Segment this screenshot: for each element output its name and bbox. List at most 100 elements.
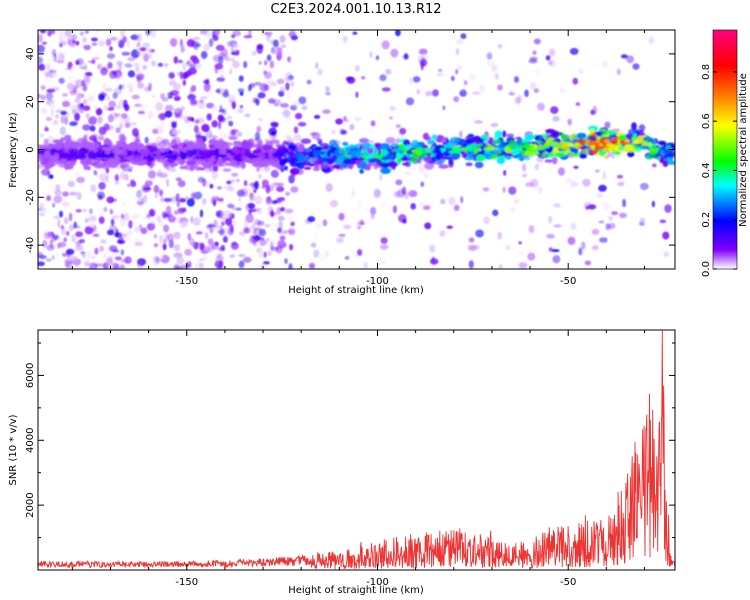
heatmap-cell: [552, 156, 558, 165]
heatmap-cell: [497, 231, 502, 240]
heatmap-cell: [67, 180, 75, 188]
heatmap-cell: [64, 30, 72, 38]
heatmap-cell: [460, 196, 464, 204]
heatmap-cell: [220, 244, 225, 251]
heatmap-cell: [524, 157, 531, 161]
heatmap-cell: [460, 33, 467, 40]
heatmap-cell: [508, 139, 516, 146]
heatmap-cell: [603, 155, 609, 159]
heatmap-cell: [317, 155, 323, 162]
heatmap-cell: [89, 208, 93, 215]
heatmap-cell: [198, 153, 208, 157]
heatmap-cell: [44, 127, 49, 132]
heatmap-cell: [469, 151, 475, 160]
heatmap-cell: [180, 264, 188, 269]
heatmap-cell: [57, 30, 65, 37]
heatmap-cell: [195, 231, 203, 235]
heatmap-cell: [109, 225, 118, 232]
heatmap-cell: [657, 140, 667, 146]
heatmap-cell: [465, 162, 473, 167]
heatmap-cell: [276, 78, 285, 85]
heatmap-cell: [126, 236, 132, 241]
heatmap-axes: -150 -100 -50 -40 -20 0 20 40: [25, 30, 675, 287]
heatmap-cell: [76, 191, 82, 200]
heatmap-cell: [663, 251, 669, 258]
heatmap-cell: [516, 251, 525, 255]
heatmap-cell: [218, 161, 223, 167]
heatmap-cell: [88, 223, 95, 228]
heatmap-cell: [293, 126, 299, 134]
heatmap-cell: [68, 38, 77, 48]
heatmap-cell: [251, 50, 258, 56]
heatmap-cell: [38, 34, 43, 43]
heatmap-cell: [570, 181, 579, 188]
heatmap-cell: [193, 45, 199, 51]
heatmap-cell: [438, 164, 450, 169]
heatmap-cell: [315, 62, 319, 69]
heatmap-cell: [282, 129, 290, 137]
heatmap-cell: [55, 184, 61, 192]
heatmap-cell: [84, 30, 89, 34]
heatmap-cell: [465, 135, 475, 142]
heatmap-cell: [172, 108, 181, 112]
heatmap-cell: [489, 154, 498, 160]
heatmap-cell: [380, 148, 388, 155]
heatmap-cell: [627, 151, 635, 158]
heatmap-cell: [164, 110, 173, 118]
heatmap-cell: [257, 139, 263, 147]
heatmap-cell: [343, 224, 352, 230]
heatmap-cell: [113, 87, 122, 96]
heatmap-cell: [354, 117, 362, 122]
heatmap-cell: [216, 210, 224, 219]
heatmap-cell: [366, 163, 371, 171]
heatmap-cell: [211, 120, 218, 128]
heatmap-cell: [565, 177, 573, 184]
heatmap-cell: [41, 168, 50, 176]
heatmap-cell: [546, 233, 555, 239]
heatmap-cell: [290, 221, 295, 227]
heatmap-cell: [114, 256, 122, 261]
heatmap-cell: [258, 61, 262, 65]
heatmap-cell: [82, 98, 88, 105]
heatmap-cell: [524, 151, 535, 156]
heatmap-cell: [266, 237, 270, 242]
heatmap-cell: [424, 162, 434, 170]
heatmap-cell: [524, 133, 535, 141]
heatmap-cell: [250, 90, 258, 98]
heatmap-cell: [207, 223, 216, 228]
heatmap-cell: [363, 149, 368, 156]
heatmap-cell: [47, 30, 52, 37]
heatmap-cell: [264, 60, 268, 66]
heatmap-cell: [82, 84, 88, 92]
heatmap-cell: [240, 30, 246, 34]
heatmap-cell: [619, 134, 626, 140]
heatmap-cell: [83, 105, 91, 111]
heatmap-cell: [518, 262, 528, 269]
heatmap-cell: [120, 149, 128, 158]
heatmap-cell: [49, 174, 54, 179]
heatmap-cell: [244, 113, 251, 118]
heatmap-cell: [59, 43, 63, 48]
heatmap-cell: [476, 154, 486, 162]
heatmap-cell: [45, 91, 54, 101]
heatmap-cell: [505, 244, 511, 251]
heatmap-panel: -150 -100 -50 -40 -20 0 20 40 Height of straigh…: [8, 29, 676, 296]
heatmap-cell: [48, 55, 55, 63]
heatmap-cell: [96, 153, 105, 158]
heatmap-cell: [552, 116, 560, 122]
heatmap-cell: [385, 137, 396, 144]
heatmap-cell: [183, 33, 188, 43]
heatmap-ytick-label: -20: [25, 189, 36, 205]
heatmap-cell: [423, 172, 429, 179]
heatmap-cell: [342, 35, 348, 44]
heatmap-cell: [249, 83, 256, 88]
heatmap-cell: [502, 186, 506, 194]
heatmap-cell: [405, 97, 415, 106]
heatmap-cell: [45, 116, 53, 122]
heatmap-cell: [38, 251, 44, 258]
heatmap-cell: [59, 210, 63, 218]
heatmap-cell: [270, 246, 280, 251]
heatmap-cell: [446, 225, 454, 229]
heatmap-cell: [456, 38, 463, 45]
heatmap-cell: [442, 105, 446, 111]
